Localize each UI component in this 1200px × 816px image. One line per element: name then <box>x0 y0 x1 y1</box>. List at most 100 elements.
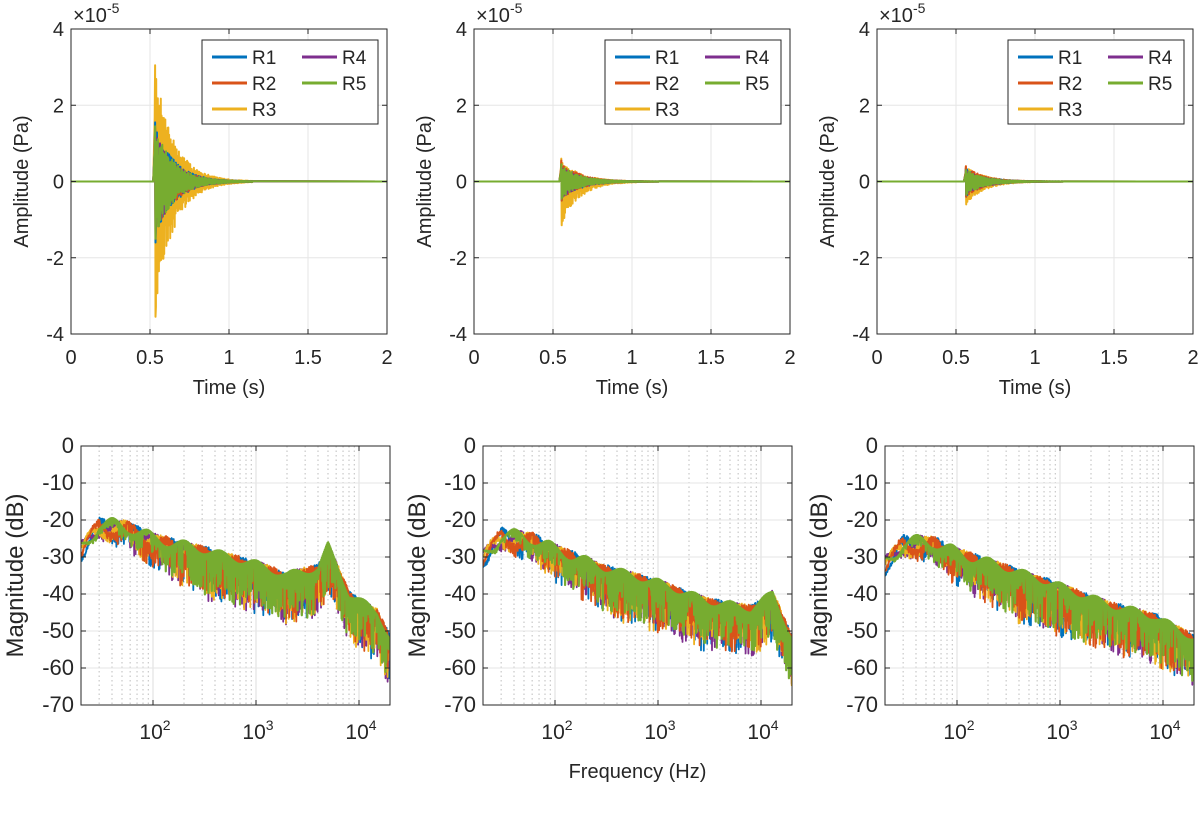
axis-exponent: ×10-5 <box>476 0 523 27</box>
x-tick-label: 0 <box>871 347 882 369</box>
x-tick-label: 103 <box>1046 717 1077 744</box>
series-group <box>885 533 1194 686</box>
exponent-power: -5 <box>107 0 120 16</box>
x-axis-label: Time (s) <box>999 377 1072 399</box>
y-tick-label: -40 <box>42 581 74 606</box>
x-tick-exponent: 3 <box>266 717 274 733</box>
x-tick-label: 0.5 <box>136 347 164 369</box>
series-group <box>71 64 387 318</box>
x-tick-exponent: 4 <box>369 717 377 733</box>
legend-label-r3: R3 <box>655 100 679 121</box>
legend-label-r1: R1 <box>252 48 276 69</box>
ticks <box>81 445 390 706</box>
y-tick-label: 4 <box>456 19 467 41</box>
x-tick-label: 1 <box>1029 347 1040 369</box>
axis-exponent: ×10-5 <box>73 0 120 27</box>
y-axis-label: Amplitude (Pa) <box>414 115 436 247</box>
x-tick-label: 102 <box>139 717 170 744</box>
legend-label-r1: R1 <box>1058 48 1082 69</box>
y-axis-label: Magnitude (dB) <box>2 493 29 657</box>
exponent-base: ×10 <box>879 5 913 27</box>
y-tick-label: -60 <box>42 655 74 680</box>
legend-label-r1: R1 <box>655 48 679 69</box>
panel-freq-2: 102 103 1040-10-20-30-40-50-60-70Frequency… <box>404 433 793 783</box>
x-tick-base: 10 <box>242 721 265 744</box>
y-tick-label: -70 <box>42 692 74 717</box>
x-tick-label: 102 <box>943 717 974 744</box>
series-group <box>877 165 1193 206</box>
ticks <box>70 28 388 335</box>
x-tick-label: 104 <box>345 717 376 744</box>
y-tick-label: -70 <box>444 692 476 717</box>
x-tick-base: 10 <box>139 721 162 744</box>
x-tick-base: 10 <box>1046 721 1069 744</box>
legend-label-r4: R4 <box>1148 48 1173 69</box>
series-group <box>81 516 390 683</box>
legend-label-r5: R5 <box>1148 74 1172 95</box>
legend-label-r5: R5 <box>745 74 769 95</box>
x-tick-label: 2 <box>1187 347 1198 369</box>
legend-label-r5: R5 <box>342 74 366 95</box>
y-tick-label: -50 <box>42 618 74 643</box>
series-line-r5 <box>81 517 390 673</box>
y-tick-label: -60 <box>846 655 878 680</box>
y-tick-label: 0 <box>456 172 467 194</box>
x-tick-label: 104 <box>1149 717 1180 744</box>
series-line-r5 <box>483 528 792 680</box>
y-tick-label: -20 <box>444 507 476 532</box>
exponent-power: -5 <box>510 0 523 16</box>
panel-time-1: 0 0.5 1 1.5 2 -4 -2 0 2 4 Time (s) Amplitude (Pa) ×1… <box>11 0 393 399</box>
panel-freq-3: 102 103 1040-10-20-30-40-50-60-70Magnitude… <box>806 433 1195 744</box>
axes-box <box>482 445 793 706</box>
legend-label-r3: R3 <box>1058 100 1082 121</box>
axis-exponent: ×10-5 <box>879 0 926 27</box>
y-axis-label: Amplitude (Pa) <box>11 115 33 247</box>
x-tick-label: 1.5 <box>697 347 725 369</box>
x-tick-label: 1.5 <box>294 347 322 369</box>
y-tick-label: -4 <box>852 324 870 346</box>
x-tick-label: 2 <box>784 347 795 369</box>
y-tick-label: 2 <box>456 95 467 117</box>
legend-label-r2: R2 <box>1058 74 1082 95</box>
x-tick-label: 103 <box>644 717 675 744</box>
y-tick-label: -2 <box>46 248 64 270</box>
legend-label-r2: R2 <box>252 74 276 95</box>
y-tick-label: -10 <box>846 470 878 495</box>
y-tick-label: -30 <box>42 544 74 569</box>
y-tick-label: 4 <box>53 19 64 41</box>
x-tick-base: 10 <box>644 721 667 744</box>
x-tick-exponent: 2 <box>967 717 975 733</box>
y-tick-label: -70 <box>846 692 878 717</box>
y-tick-label: -4 <box>46 324 64 346</box>
x-tick-label: 0.5 <box>539 347 567 369</box>
axes-box <box>884 445 1195 706</box>
x-tick-exponent: 3 <box>668 717 676 733</box>
x-tick-label: 1 <box>626 347 637 369</box>
panel-time-2: 0 0.5 1 1.5 2 -4 -2 0 2 4 Time (s) Amplitude (Pa) ×1… <box>414 0 796 399</box>
x-tick-exponent: 2 <box>163 717 171 733</box>
y-tick-label: 0 <box>859 172 870 194</box>
exponent-base: ×10 <box>476 5 510 27</box>
x-tick-label: 102 <box>541 717 572 744</box>
exponent-power: -5 <box>913 0 926 16</box>
x-tick-base: 10 <box>943 721 966 744</box>
legend-label-r2: R2 <box>655 74 679 95</box>
y-tick-label: -50 <box>444 618 476 643</box>
x-tick-base: 10 <box>541 721 564 744</box>
y-tick-label: 0 <box>62 433 74 458</box>
ticks <box>483 445 792 706</box>
series-line-r5 <box>885 533 1194 682</box>
x-tick-label: 1 <box>223 347 234 369</box>
series-line-r5 <box>474 163 790 200</box>
x-axis-label: Time (s) <box>193 377 266 399</box>
axes-box <box>80 445 391 706</box>
y-tick-label: -10 <box>444 470 476 495</box>
legend-label-r4: R4 <box>342 48 367 69</box>
panel-freq-1: 102 103 1040-10-20-30-40-50-60-70Magnitude… <box>2 433 391 744</box>
x-tick-label: 1.5 <box>1100 347 1128 369</box>
y-tick-label: 4 <box>859 19 870 41</box>
plot-area <box>885 446 1194 705</box>
y-tick-label: 0 <box>866 433 878 458</box>
series-group <box>483 526 792 687</box>
